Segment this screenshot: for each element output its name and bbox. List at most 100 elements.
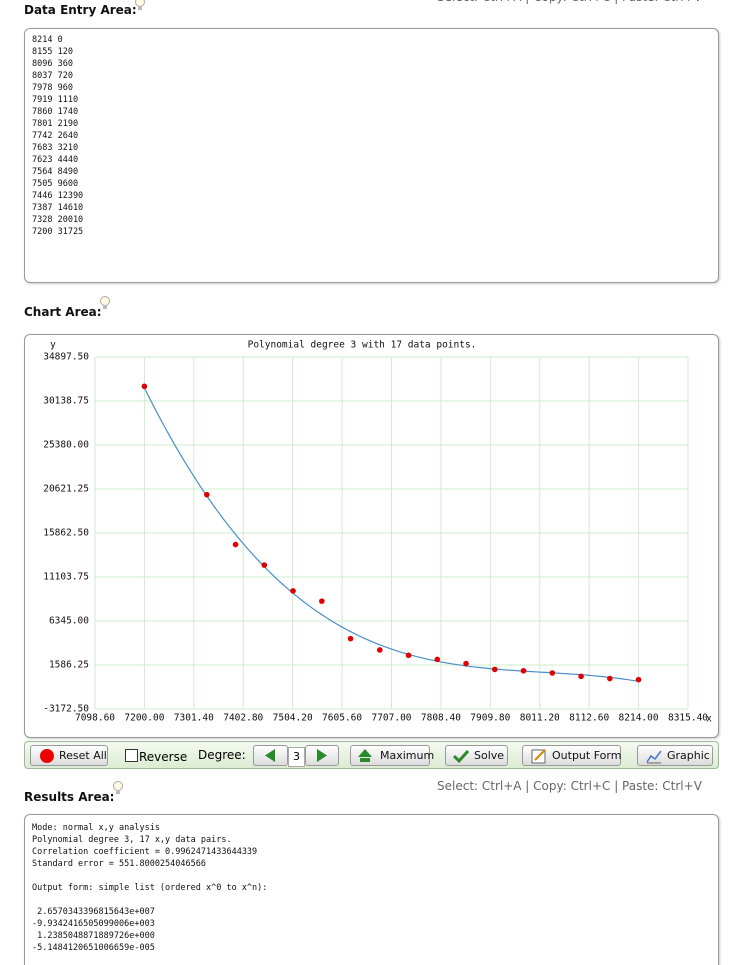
y-tick-label: 6345.00	[49, 616, 89, 627]
degree-value[interactable]: 3	[288, 747, 305, 767]
data-point	[232, 541, 239, 548]
y-tick-label: 11103.75	[43, 572, 89, 583]
coefficient: -9.9342416505099006e+003	[32, 919, 155, 929]
button-text: Output Form	[552, 749, 622, 762]
result-line: Correlation coefficient = 0.996247143364…	[32, 847, 258, 857]
x-tick-label: 8214.00	[619, 713, 659, 724]
x-tick-label: 8011.20	[520, 713, 560, 724]
graphic-button[interactable]: Graphic	[637, 745, 713, 766]
icon	[317, 749, 327, 762]
results-textarea[interactable]: Mode: normal x,y analysis Polynomial degr…	[24, 814, 719, 965]
data-point	[549, 670, 556, 676]
solve-button[interactable]: Solve	[445, 745, 508, 766]
coefficient: 1.2385048871889726e+000	[32, 931, 155, 941]
x-tick-label: 7707.00	[371, 713, 411, 724]
data-line: 7801 2190	[32, 119, 79, 129]
chart-title: Polynomial degree 3 with 17 data points.	[248, 340, 477, 351]
data-point	[520, 667, 527, 674]
x-tick-label: 8315.40	[668, 713, 708, 724]
section-label: Results Area:	[24, 790, 115, 804]
data-point	[203, 491, 210, 498]
shortcut-hint: Select: Ctrl+A | Copy: Ctrl+C | Paste: C…	[437, 779, 702, 793]
x-tick-label: 8112.60	[569, 713, 609, 724]
data-point	[578, 673, 584, 680]
data-point	[319, 598, 325, 604]
y-axis-label: y	[50, 340, 56, 351]
data-point	[141, 383, 148, 390]
section-label: Data Entry Area:	[24, 3, 137, 17]
icon	[646, 750, 662, 764]
checkbox-label: Reverse	[139, 750, 188, 764]
chart: Polynomial degree 3 with 17 data points.…	[43, 340, 712, 725]
data-entry-textarea[interactable]: 8214 0 8155 120 8096 360 8037 720 7978 960 79…	[24, 28, 719, 283]
button-text: Reset All	[59, 749, 107, 762]
data-line: 7623 4440	[32, 155, 79, 165]
data-point	[635, 676, 642, 683]
data-point	[463, 660, 469, 667]
data-line: 7200 31725	[32, 227, 84, 237]
shortcut-hint: Select: Ctrl+A | Copy: Ctrl+C | Paste: C…	[437, 0, 702, 4]
reverse-checkbox[interactable]	[125, 749, 138, 762]
data-line: 7446 12390	[32, 191, 84, 201]
y-tick-label: 25380.00	[43, 440, 89, 451]
data-line: 7919 1110	[32, 95, 79, 105]
degree-increase[interactable]	[305, 745, 339, 766]
x-tick-label: 7504.20	[273, 713, 313, 724]
data-line: 7564 8490	[32, 167, 79, 177]
result-line: Output form: simple list (ordered x^0 to…	[32, 883, 268, 893]
help-icon[interactable]	[99, 295, 111, 311]
x-tick-label: 7909.80	[470, 713, 510, 724]
y-tick-label: 34897.50	[43, 352, 89, 363]
data-point	[405, 652, 412, 659]
result-line: Polynomial degree 3, 17 x,y data pairs.	[32, 835, 232, 845]
output-form-button[interactable]: Output Form	[522, 745, 621, 766]
x-tick-label: 7605.60	[322, 713, 362, 724]
icon	[40, 749, 54, 763]
fit-curve	[143, 387, 639, 682]
y-tick-label: 15862.50	[43, 528, 89, 539]
y-tick-label: 20621.25	[43, 484, 89, 495]
data-point	[492, 666, 498, 673]
coefficient: -5.1484120651006659e-005	[32, 943, 155, 953]
data-line: 8096 360	[32, 59, 73, 69]
help-icon[interactable]	[134, 0, 146, 12]
data-line: 7328 20010	[32, 215, 84, 225]
button-text: Solve	[474, 749, 505, 762]
data-line: 7978 960	[32, 83, 73, 93]
data-line: 7505 9600	[32, 179, 79, 189]
icon	[452, 749, 470, 764]
section-label: Chart Area:	[24, 305, 102, 319]
x-tick-label: 7098.60	[75, 713, 115, 724]
help-icon[interactable]	[112, 780, 124, 796]
icon	[358, 749, 372, 762]
x-tick-label: 7200.00	[124, 713, 164, 724]
button-text: Graphic	[667, 749, 710, 762]
button-text: Maximum	[380, 749, 435, 762]
degree-label: Degree:	[198, 748, 246, 762]
data-point	[607, 675, 613, 682]
icon	[265, 749, 275, 762]
x-tick-label: 7402.80	[223, 713, 263, 724]
data-point	[261, 562, 268, 568]
degree-decrease[interactable]	[253, 745, 288, 766]
data-line: 8155 120	[32, 47, 73, 57]
x-axis-label: x	[706, 714, 712, 725]
result-line: Mode: normal x,y analysis	[32, 823, 160, 833]
y-tick-label: -3172.50	[43, 704, 89, 715]
data-line: 7742 2640	[32, 131, 79, 141]
data-line: 7387 14610	[32, 203, 84, 213]
maximum-button[interactable]: Maximum	[350, 745, 434, 766]
coefficient: 2.6570343396815643e+007	[32, 907, 155, 917]
data-point	[377, 647, 383, 653]
data-line: 7683 3210	[32, 143, 79, 153]
data-line: 8214 0	[32, 35, 63, 45]
data-point	[434, 656, 441, 663]
reset-button[interactable]: Reset All	[30, 745, 108, 766]
x-tick-label: 7808.40	[421, 713, 461, 724]
y-tick-label: 30138.75	[43, 396, 89, 407]
icon	[531, 749, 546, 764]
data-line: 8037 720	[32, 71, 73, 81]
data-line: 7860 1740	[32, 107, 79, 117]
y-tick-label: 1586.25	[49, 660, 89, 671]
